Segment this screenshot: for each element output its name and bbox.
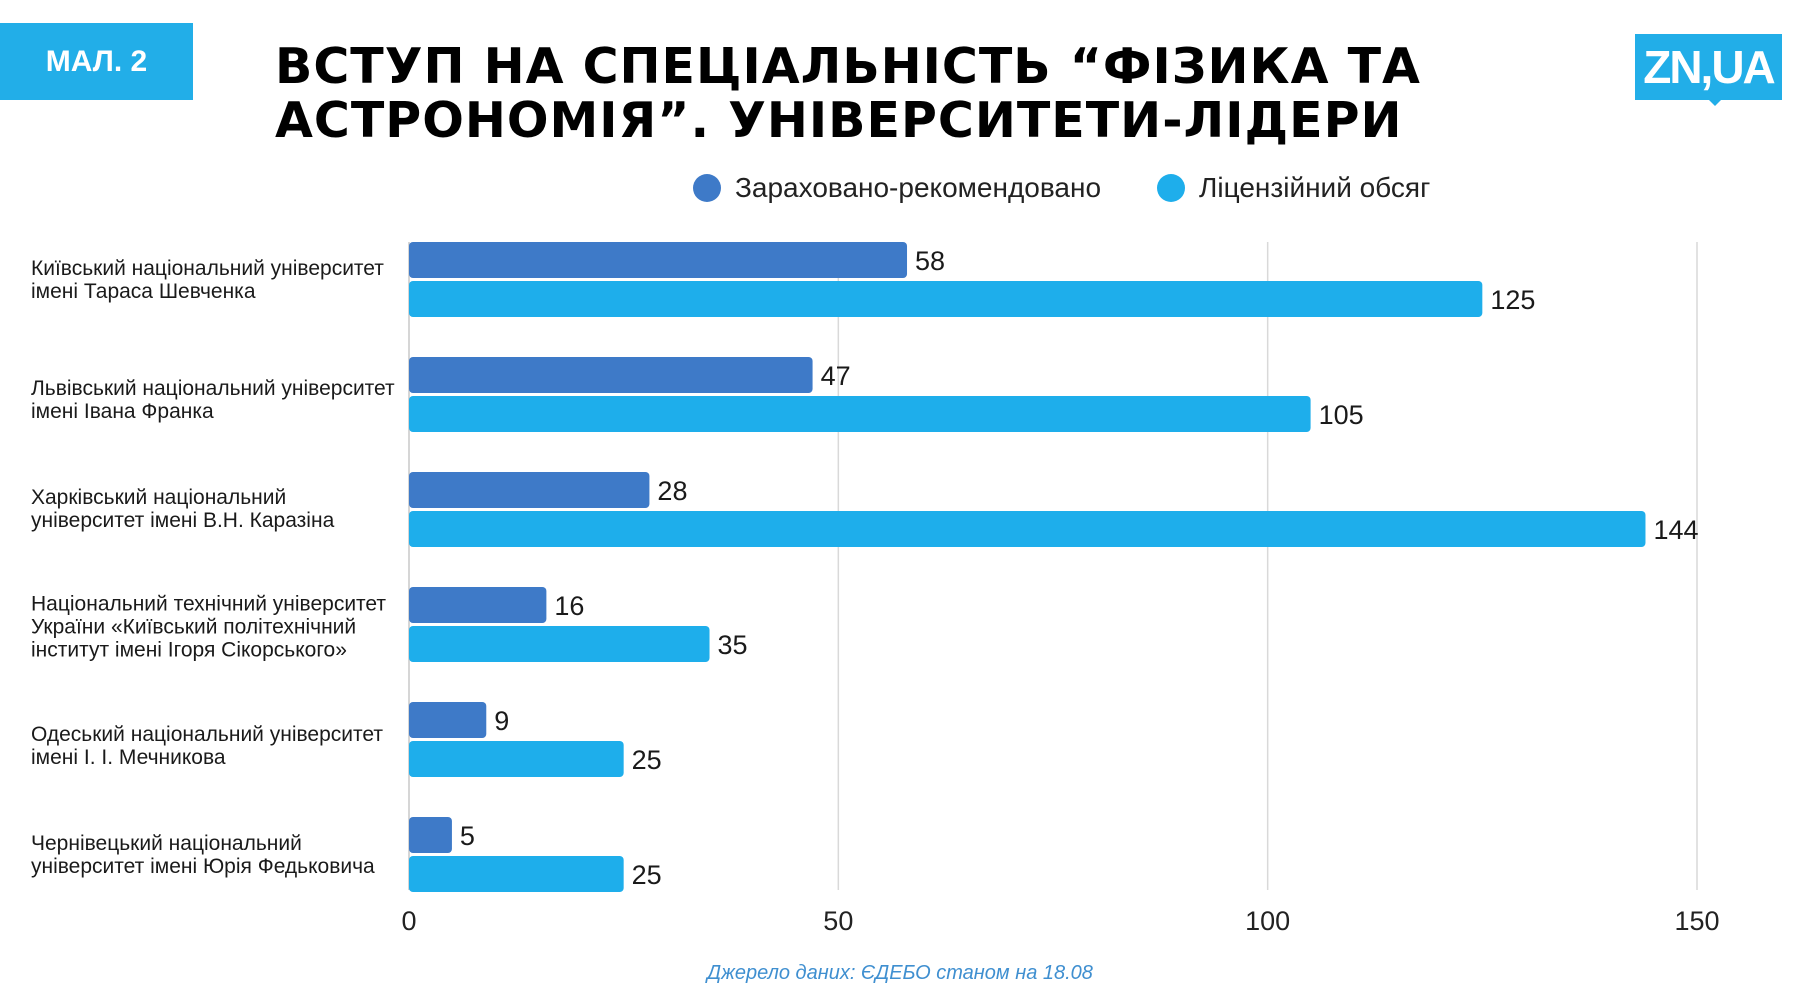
chart-legend: Зараховано-рекомендовано Ліцензійний обс… (693, 168, 1430, 208)
data-source-note: Джерело даних: ЄДЕБО станом на 18.08 (707, 962, 1093, 984)
x-tick-label: 50 (823, 906, 853, 936)
bar-licensed (409, 396, 1311, 432)
category-label: Львівський національний університет імен… (31, 377, 395, 423)
data-label: 58 (915, 246, 945, 276)
bar-licensed (409, 626, 710, 662)
legend-label-enrolled: Зараховано-рекомендовано (735, 172, 1102, 203)
title-line-2: АСТРОНОМІЯ”. УНІВЕРСИТЕТИ-ЛІДЕРИ (275, 92, 1403, 149)
bar-licensed (409, 856, 624, 892)
legend-item-licensed: Ліцензійний обсяг (1157, 172, 1430, 204)
x-tick-label: 100 (1245, 906, 1290, 936)
data-label: 47 (821, 361, 851, 391)
bar-licensed (409, 281, 1483, 317)
legend-marker-licensed (1157, 174, 1186, 202)
bar-enrolled (409, 357, 813, 393)
data-label: 25 (632, 860, 662, 890)
data-label: 105 (1319, 400, 1364, 430)
data-label: 125 (1490, 285, 1535, 315)
data-label: 28 (657, 476, 687, 506)
data-label: 9 (494, 706, 509, 736)
bar-enrolled (409, 242, 908, 278)
bar-enrolled (409, 587, 547, 623)
bar-licensed (409, 741, 624, 777)
category-label: Одеський національний університет імені … (31, 723, 383, 769)
data-label: 5 (460, 821, 475, 851)
figure-badge: МАЛ. 2 (0, 23, 193, 100)
data-label: 16 (554, 591, 584, 621)
bar-enrolled (409, 472, 650, 508)
x-tick-label: 150 (1674, 906, 1719, 936)
category-label: Чернівецький національний університет ім… (31, 832, 375, 878)
bar-licensed (409, 511, 1646, 547)
zn-ua-logo: ZN,UA (1635, 34, 1782, 100)
chart-title: ВСТУП НА СПЕЦІАЛЬНІСТЬ “ФІЗИКА ТА АСТРОН… (275, 40, 1575, 148)
category-label: Київський національний університет імені… (31, 257, 384, 303)
legend-marker-enrolled (693, 174, 721, 202)
bar-enrolled (409, 702, 487, 738)
legend-item-enrolled: Зараховано-рекомендовано (693, 172, 1101, 204)
bar-enrolled (409, 817, 452, 853)
x-tick-label: 0 (401, 906, 416, 936)
data-label: 144 (1653, 515, 1698, 545)
category-label: Національний технічний університет Украї… (31, 592, 387, 662)
legend-label-licensed: Ліцензійний обсяг (1199, 172, 1431, 203)
title-line-1: ВСТУП НА СПЕЦІАЛЬНІСТЬ “ФІЗИКА ТА (275, 38, 1421, 95)
data-label: 25 (632, 745, 662, 775)
category-label: Харківський національний університет іме… (31, 486, 335, 532)
logo-tail-shape (1705, 96, 1725, 106)
data-label: 35 (718, 630, 748, 660)
